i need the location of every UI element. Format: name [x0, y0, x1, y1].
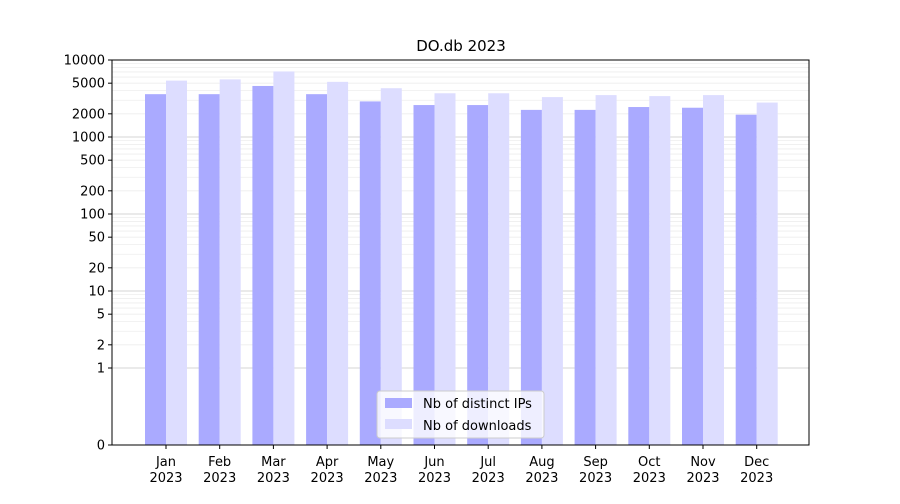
legend-label-downloads: Nb of downloads: [423, 419, 532, 434]
bar-downloads-dec: [756, 102, 778, 445]
x-tick-label-nov: Nov 2023: [686, 455, 719, 486]
x-tick-label-jun: Jun 2023: [418, 455, 451, 486]
legend-box: [376, 390, 545, 439]
bar-downloads-aug: [541, 97, 563, 445]
bar-distinct-ips-jun: [413, 105, 435, 445]
bar-downloads-jul: [488, 93, 510, 445]
x-tick-label-aug: Aug 2023: [525, 455, 558, 486]
y-tick-label-50: 50: [88, 231, 105, 246]
y-tick-label-2000: 2000: [72, 107, 105, 122]
bar-distinct-ips-oct: [628, 107, 650, 445]
plot-area-frame: [111, 59, 810, 446]
y-tick-label-10000: 10000: [64, 54, 105, 69]
y-tick-label-0: 0: [97, 439, 105, 454]
bar-downloads-apr: [327, 81, 349, 446]
bar-downloads-sep: [595, 95, 617, 446]
x-tick-label-feb: Feb 2023: [203, 455, 236, 486]
bar-downloads-nov: [703, 95, 724, 446]
x-tick-label-jul: Jul 2023: [472, 455, 505, 486]
bar-distinct-ips-nov: [682, 107, 703, 446]
bar-distinct-ips-may: [359, 101, 381, 445]
y-tick-label-1: 1: [97, 362, 105, 377]
bar-downloads-jan: [166, 80, 187, 445]
x-tick-label-may: May 2023: [364, 455, 397, 486]
y-tick-label-10: 10: [88, 285, 105, 300]
x-tick-label-jan: Jan 2023: [149, 455, 182, 486]
legend-label-distinct-ips: Nb of distinct IPs: [423, 397, 532, 412]
y-tick-label-500: 500: [80, 154, 105, 169]
bar-distinct-ips-dec: [735, 114, 757, 446]
bar-downloads-feb: [219, 79, 241, 445]
bar-downloads-jun: [434, 93, 456, 445]
bar-downloads-oct: [649, 96, 671, 446]
bars-layer: [145, 71, 778, 446]
bar-distinct-ips-mar: [252, 85, 274, 445]
x-tick-label-oct: Oct 2023: [633, 455, 666, 486]
bar-distinct-ips-jan: [145, 94, 166, 446]
y-tick-label-5000: 5000: [72, 77, 105, 92]
bar-downloads-mar: [273, 71, 295, 445]
bar-downloads-may: [380, 88, 402, 445]
bar-distinct-ips-feb: [198, 94, 220, 446]
bar-distinct-ips-apr: [306, 94, 328, 446]
y-tick-label-5: 5: [97, 308, 105, 323]
y-tick-label-2: 2: [97, 338, 105, 353]
y-tick-label-200: 200: [80, 184, 105, 199]
bar-distinct-ips-jul: [467, 105, 489, 445]
legend-swatch-downloads: [385, 419, 412, 429]
x-axis: Jan 2023 Feb 2023 Mar 2023 Apr 2023 May 2023 Jun 20…: [149, 445, 773, 486]
y-tick-label-20: 20: [88, 261, 105, 276]
x-tick-label-mar: Mar 2023: [257, 455, 290, 486]
bar-distinct-ips-sep: [574, 109, 596, 445]
legend: Nb of distinct IPs Nb of downloads: [376, 390, 545, 439]
chart-title: DO.db 2023: [416, 37, 506, 55]
y-tick-label-1000: 1000: [72, 131, 105, 146]
x-tick-label-sep: Sep 2023: [579, 455, 612, 486]
x-tick-label-dec: Dec 2023: [740, 455, 773, 486]
legend-swatch-distinct-ips: [385, 398, 412, 408]
y-tick-label-100: 100: [80, 208, 105, 223]
y-axis: 0 1 2 5 10 20 50 100 200 500 1000 2000 5000 10000: [64, 54, 112, 454]
bar-distinct-ips-aug: [520, 109, 542, 445]
x-tick-label-apr: Apr 2023: [311, 455, 344, 486]
